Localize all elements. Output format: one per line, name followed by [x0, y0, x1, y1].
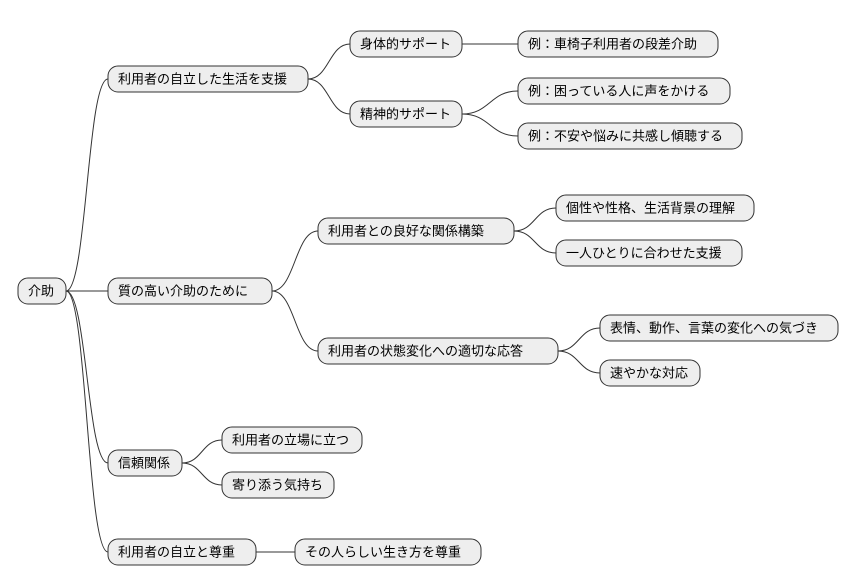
node: 表情、動作、言葉の変化への気づき — [600, 315, 838, 341]
edge — [182, 440, 222, 463]
edge — [182, 463, 222, 485]
node: 精神的サポート — [350, 101, 462, 127]
node: 個性や性格、生活背景の理解 — [556, 195, 754, 221]
node-label: 利用者の自立と尊重 — [118, 542, 235, 561]
node: 利用者の自立した生活を支援 — [108, 66, 308, 92]
edge — [308, 79, 350, 114]
edge — [308, 44, 350, 79]
node-label: 身体的サポート — [360, 34, 451, 53]
node: 例：車椅子利用者の段差介助 — [518, 31, 718, 57]
edge — [66, 79, 108, 291]
edge — [272, 291, 318, 351]
node: 寄り添う気持ち — [222, 472, 334, 498]
node-label: 信頼関係 — [118, 453, 170, 472]
node-label: 介助 — [28, 281, 54, 300]
node: 身体的サポート — [350, 31, 462, 57]
node-label: 精神的サポート — [360, 104, 451, 123]
node-label: 速やかな対応 — [610, 363, 688, 382]
node: 利用者の自立と尊重 — [108, 539, 256, 565]
mindmap-diagram: 介助 利用者の自立した生活を支援 身体的サポート 例：車椅子利用者の段差介助精神的サポ… — [0, 0, 852, 583]
node-label: 例：不安や悩みに共感し傾聴する — [528, 126, 723, 145]
node: 信頼関係 — [108, 450, 182, 476]
node-label: その人らしい生き方を尊重 — [305, 542, 461, 561]
edge — [514, 208, 556, 231]
node: 質の高い介助のために — [108, 278, 272, 304]
node-label: 寄り添う気持ち — [232, 475, 323, 494]
edge — [66, 291, 108, 463]
edge — [462, 91, 518, 114]
edge — [558, 328, 600, 351]
node: 利用者の立場に立つ — [222, 427, 362, 453]
node-label: 例：車椅子利用者の段差介助 — [528, 34, 697, 53]
node: 介助 — [18, 278, 66, 304]
node: 利用者との良好な関係構築 — [318, 218, 514, 244]
node-label: 質の高い介助のために — [118, 281, 248, 300]
edge — [514, 231, 556, 253]
node-label: 表情、動作、言葉の変化への気づき — [610, 318, 818, 337]
node: 例：不安や悩みに共感し傾聴する — [518, 123, 742, 149]
node-label: 利用者の自立した生活を支援 — [118, 69, 287, 88]
edge — [558, 351, 600, 373]
edge — [66, 291, 108, 552]
node-label: 利用者の状態変化への適切な応答 — [328, 341, 523, 360]
node-label: 利用者の立場に立つ — [232, 430, 349, 449]
node-label: 個性や性格、生活背景の理解 — [566, 198, 735, 217]
node: 例：困っている人に声をかける — [518, 78, 730, 104]
edge — [272, 231, 318, 291]
node: 一人ひとりに合わせた支援 — [556, 240, 742, 266]
node-label: 例：困っている人に声をかける — [528, 81, 709, 100]
node-label: 一人ひとりに合わせた支援 — [566, 243, 722, 262]
edge — [462, 114, 518, 136]
nodes-layer: 介助 利用者の自立した生活を支援 身体的サポート 例：車椅子利用者の段差介助精神的サポ… — [18, 31, 838, 565]
node: 速やかな対応 — [600, 360, 700, 386]
node: その人らしい生き方を尊重 — [295, 539, 481, 565]
node-label: 利用者との良好な関係構築 — [328, 221, 484, 240]
node: 利用者の状態変化への適切な応答 — [318, 338, 558, 364]
